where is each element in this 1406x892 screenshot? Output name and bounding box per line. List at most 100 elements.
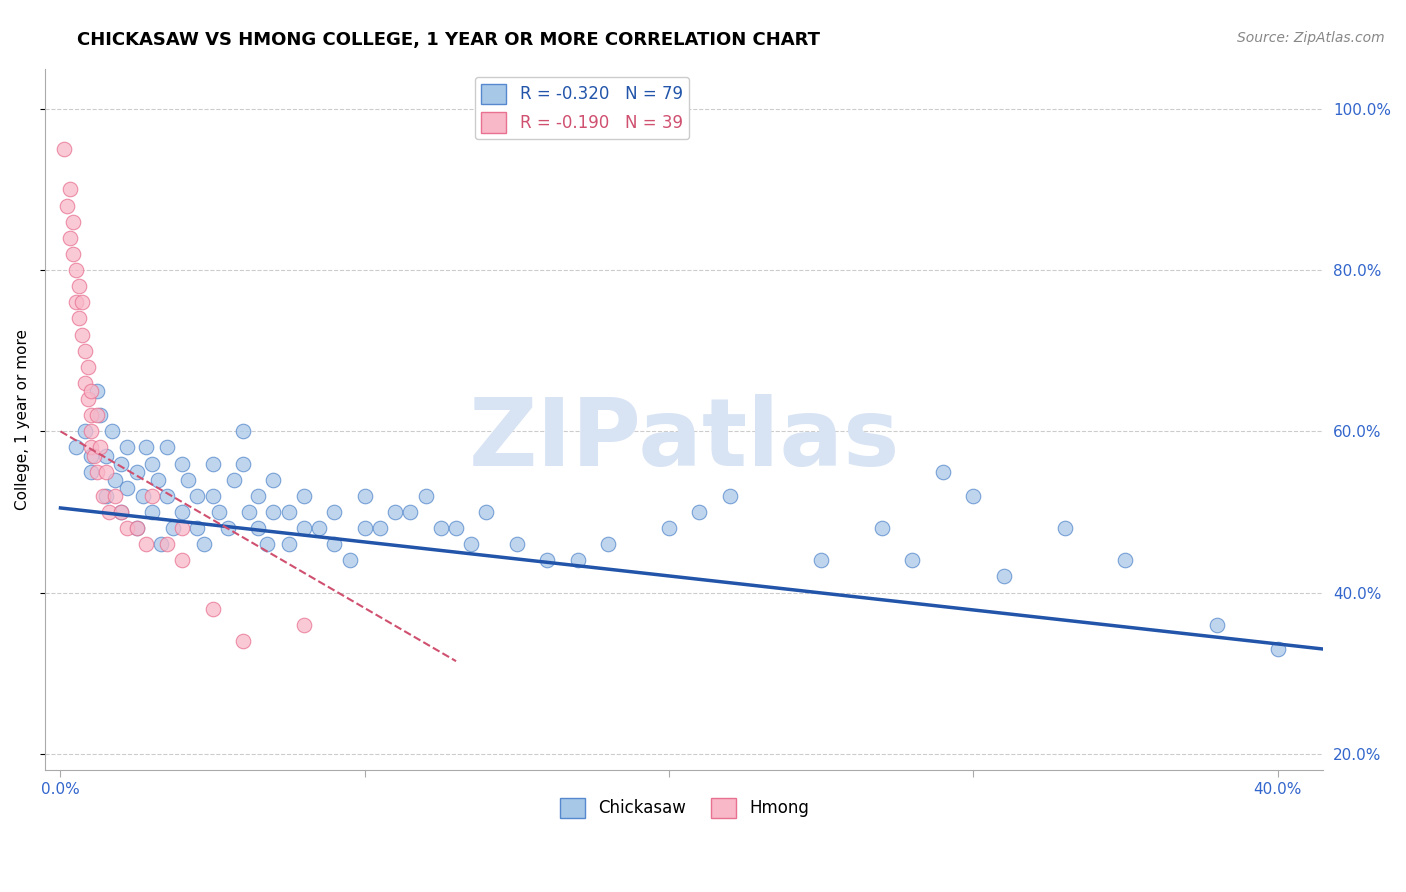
Point <box>117 521 139 535</box>
Point <box>67 311 90 326</box>
Point <box>141 505 163 519</box>
Point <box>86 384 108 398</box>
Point <box>172 505 194 519</box>
Point <box>1267 642 1289 657</box>
Point <box>384 505 406 519</box>
Point <box>101 425 124 439</box>
Point <box>810 553 832 567</box>
Point <box>172 521 194 535</box>
Point <box>172 457 194 471</box>
Point <box>125 465 148 479</box>
Point <box>94 449 117 463</box>
Point <box>353 521 375 535</box>
Point <box>415 489 437 503</box>
Point <box>65 441 87 455</box>
Point <box>67 279 90 293</box>
Point <box>232 457 254 471</box>
Point <box>89 441 111 455</box>
Point <box>201 601 224 615</box>
Point <box>536 553 558 567</box>
Point <box>125 521 148 535</box>
Point <box>177 473 200 487</box>
Point <box>94 465 117 479</box>
Point <box>104 489 127 503</box>
Point <box>62 215 84 229</box>
Point <box>399 505 422 519</box>
Point <box>135 441 157 455</box>
Point <box>277 505 299 519</box>
Point <box>217 521 239 535</box>
Point <box>430 521 453 535</box>
Point <box>658 521 681 535</box>
Point <box>73 425 96 439</box>
Point <box>104 473 127 487</box>
Point <box>110 457 132 471</box>
Point <box>125 521 148 535</box>
Point <box>263 505 285 519</box>
Point <box>59 231 82 245</box>
Point <box>232 425 254 439</box>
Point <box>156 537 179 551</box>
Point <box>186 489 208 503</box>
Point <box>80 465 103 479</box>
Point <box>77 359 100 374</box>
Point <box>135 537 157 551</box>
Point <box>201 489 224 503</box>
Point <box>567 553 589 567</box>
Point <box>201 457 224 471</box>
Text: Source: ZipAtlas.com: Source: ZipAtlas.com <box>1237 31 1385 45</box>
Point <box>172 553 194 567</box>
Point <box>62 247 84 261</box>
Point <box>598 537 620 551</box>
Point <box>70 295 93 310</box>
Point <box>83 449 105 463</box>
Point <box>718 489 741 503</box>
Point <box>80 449 103 463</box>
Point <box>77 392 100 406</box>
Point <box>59 182 82 196</box>
Point <box>238 505 260 519</box>
Point <box>149 537 172 551</box>
Point <box>323 537 346 551</box>
Text: ZIPatlas: ZIPatlas <box>468 394 900 486</box>
Point <box>339 553 361 567</box>
Point <box>186 521 208 535</box>
Point <box>277 537 299 551</box>
Point <box>80 425 103 439</box>
Point <box>117 481 139 495</box>
Point <box>131 489 153 503</box>
Point <box>353 489 375 503</box>
Point <box>689 505 711 519</box>
Point <box>1205 618 1227 632</box>
Point <box>80 409 103 423</box>
Point <box>94 489 117 503</box>
Point <box>232 634 254 648</box>
Point <box>98 505 121 519</box>
Point <box>89 409 111 423</box>
Point <box>506 537 529 551</box>
Point <box>444 521 467 535</box>
Point <box>193 537 215 551</box>
Point <box>156 441 179 455</box>
Point <box>308 521 330 535</box>
Point <box>247 489 270 503</box>
Point <box>292 618 315 632</box>
Point <box>870 521 893 535</box>
Point <box>80 441 103 455</box>
Point <box>117 441 139 455</box>
Point <box>55 198 77 212</box>
Point <box>460 537 482 551</box>
Point <box>146 473 169 487</box>
Point <box>263 473 285 487</box>
Point <box>475 505 498 519</box>
Point <box>208 505 231 519</box>
Point <box>247 521 270 535</box>
Point <box>222 473 245 487</box>
Point <box>962 489 984 503</box>
Point <box>901 553 924 567</box>
Point <box>80 384 103 398</box>
Point <box>1053 521 1076 535</box>
Point <box>141 457 163 471</box>
Point <box>52 142 75 156</box>
Point <box>1114 553 1136 567</box>
